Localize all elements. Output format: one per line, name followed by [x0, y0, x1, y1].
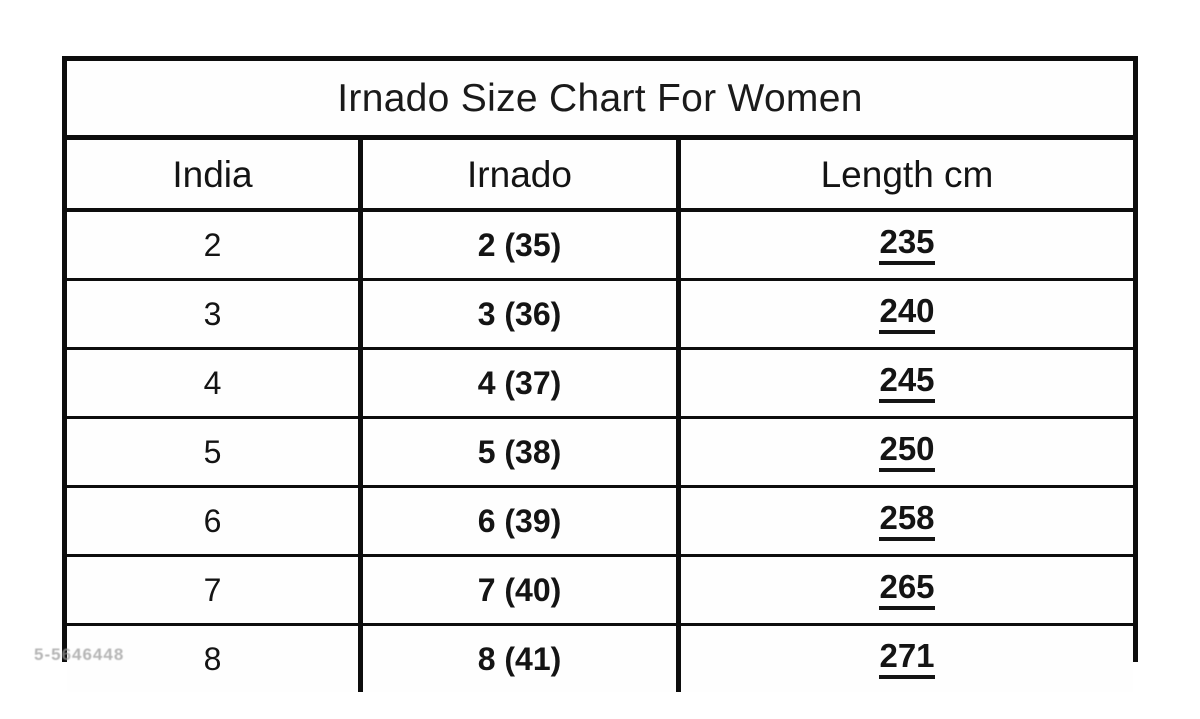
cell-length-cm: 271 [681, 626, 1133, 692]
column-header-irnado: Irnado [363, 140, 681, 208]
cell-india: 3 [67, 281, 363, 347]
length-value: 250 [879, 432, 935, 472]
cell-india: 6 [67, 488, 363, 554]
cell-india: 5 [67, 419, 363, 485]
table-row: 4 4 (37) 245 [67, 350, 1133, 419]
watermark-text: 5-5646448 [34, 645, 125, 664]
cell-length-cm: 240 [681, 281, 1133, 347]
cell-india: 8 [67, 626, 363, 692]
length-value: 265 [879, 570, 935, 610]
cell-india: 2 [67, 212, 363, 278]
table-row: 7 7 (40) 265 [67, 557, 1133, 626]
length-value: 271 [879, 639, 935, 679]
cell-length-cm: 265 [681, 557, 1133, 623]
cell-india: 4 [67, 350, 363, 416]
size-chart-table: Irnado Size Chart For Women India Irnado… [62, 56, 1138, 692]
length-value: 245 [879, 363, 935, 403]
cell-irnado: 6 (39) [363, 488, 681, 554]
page-title: Irnado Size Chart For Women [337, 76, 863, 120]
table-row: 3 3 (36) 240 [67, 281, 1133, 350]
cell-irnado: 4 (37) [363, 350, 681, 416]
cell-length-cm: 258 [681, 488, 1133, 554]
table-row: 8 8 (41) 271 [67, 626, 1133, 692]
table-header-row: India Irnado Length cm [67, 140, 1133, 212]
table-row: 2 2 (35) 235 [67, 212, 1133, 281]
cell-india: 7 [67, 557, 363, 623]
cell-length-cm: 250 [681, 419, 1133, 485]
table-row: 6 6 (39) 258 [67, 488, 1133, 557]
cell-irnado: 7 (40) [363, 557, 681, 623]
cell-irnado: 5 (38) [363, 419, 681, 485]
column-header-length-cm: Length cm [820, 153, 994, 195]
table-title-row: Irnado Size Chart For Women [67, 61, 1133, 140]
length-value: 235 [879, 225, 935, 265]
table-row: 5 5 (38) 250 [67, 419, 1133, 488]
cell-length-cm: 245 [681, 350, 1133, 416]
length-value: 240 [879, 294, 935, 334]
cell-length-cm: 235 [681, 212, 1133, 278]
cell-irnado: 2 (35) [363, 212, 681, 278]
length-value: 258 [879, 501, 935, 541]
column-header-india: India [67, 140, 363, 208]
cell-irnado: 8 (41) [363, 626, 681, 692]
cell-irnado: 3 (36) [363, 281, 681, 347]
